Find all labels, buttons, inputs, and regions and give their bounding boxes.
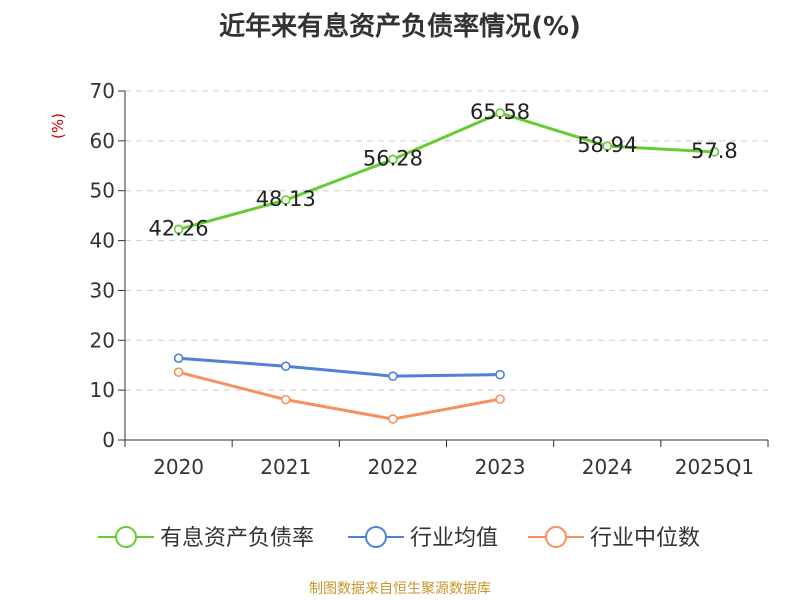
legend-item-0: 有息资产负债率	[98, 526, 314, 551]
x-tick-label: 2025Q1	[675, 455, 754, 479]
legend-item-1: 行业均值	[348, 526, 498, 551]
data-label: 65.58	[470, 100, 530, 124]
series-1	[173, 353, 505, 381]
data-point	[280, 195, 291, 205]
data-point	[173, 224, 184, 235]
data-label: 48.13	[256, 187, 316, 211]
series-line	[178, 370, 501, 421]
data-label: 42.26	[149, 216, 209, 240]
series-0	[173, 108, 720, 235]
data-label: 56.28	[363, 146, 423, 170]
source-note: 制图数据来自恒生聚源数据库	[309, 581, 491, 597]
data-point	[173, 367, 184, 377]
legend: 有息资产负债率 行业均值 行业中位数	[98, 526, 700, 551]
y-tick-label: 60	[90, 129, 115, 153]
data-labels: 42.26 48.13 56.28 65.58 58.94 57.8	[149, 100, 738, 240]
legend-marker	[365, 526, 387, 548]
legend-marker	[115, 526, 137, 548]
data-point	[388, 414, 398, 424]
legend-label: 行业均值	[410, 526, 498, 551]
x-tick-label: 2021	[260, 455, 311, 479]
series-line	[178, 111, 715, 231]
x-tick-label: 2022	[367, 455, 418, 479]
x-tick-label: 2023	[475, 455, 526, 479]
y-tick-label: 10	[90, 378, 115, 402]
data-point	[173, 353, 184, 364]
x-tick-label: 2020	[153, 455, 204, 479]
y-tick-label: 70	[90, 79, 115, 103]
axes: 0 10 20 30 40 50 60 70 2020 2021 2022 2023 2024 2025Q…	[90, 79, 769, 479]
legend-item-2: 行业中位数	[528, 526, 700, 551]
x-tick-label: 2024	[582, 455, 633, 479]
data-point	[280, 361, 291, 372]
y-tick-label: 50	[90, 179, 115, 203]
data-point	[388, 154, 398, 165]
data-point	[280, 394, 291, 405]
data-point	[602, 141, 613, 151]
y-tick-label: 20	[90, 328, 115, 352]
series-2	[173, 367, 505, 424]
legend-label: 行业中位数	[590, 526, 700, 551]
y-tick-label: 30	[90, 278, 115, 302]
data-point	[495, 369, 505, 380]
grid-lines	[125, 90, 768, 391]
y-tick-label: 40	[90, 229, 115, 253]
data-point	[495, 108, 505, 118]
data-point	[709, 147, 720, 157]
data-label: 57.8	[691, 139, 738, 163]
y-axis-label: (%)	[49, 113, 67, 139]
y-tick-label: 0	[102, 428, 115, 452]
data-point	[388, 371, 398, 381]
data-label: 58.94	[577, 133, 637, 157]
legend-marker	[545, 526, 567, 548]
legend-label: 有息资产负债率	[160, 526, 314, 551]
chart-title: 近年来有息资产负债率情况(%)	[219, 12, 581, 42]
series-line	[178, 356, 501, 378]
data-point	[495, 394, 505, 404]
series	[173, 108, 720, 424]
